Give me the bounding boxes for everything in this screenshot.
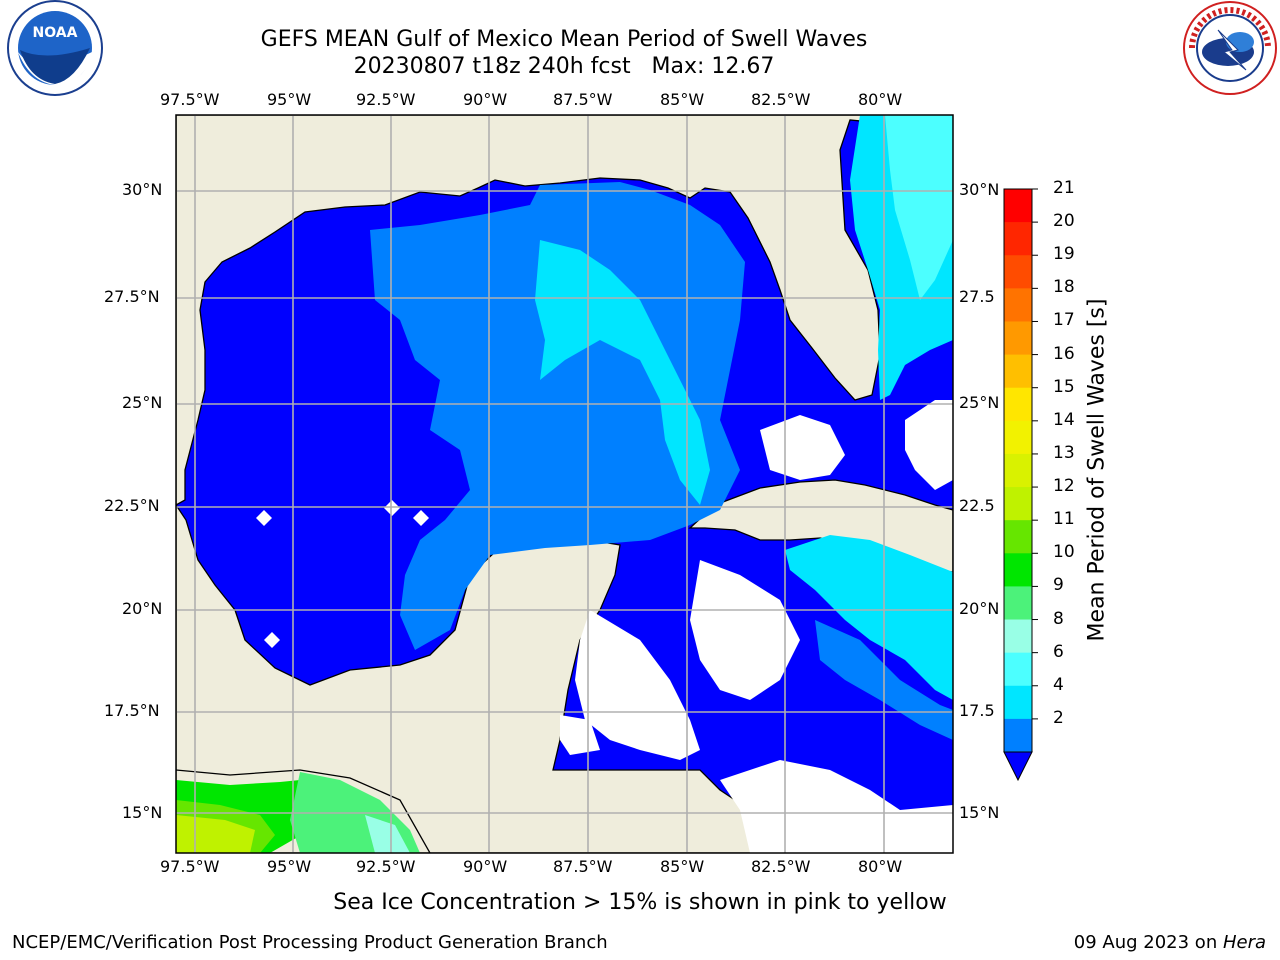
lat-label-right: 15°N [959,803,1000,822]
colorbar-swatch [1004,520,1032,554]
colorbar-tick-label: 8 [1053,608,1064,629]
land-us [176,115,953,506]
graticule [176,115,953,853]
lon-label-top: 82.5°W [751,90,811,109]
colorbar [1003,188,1038,782]
lat-label-right: 20°N [959,599,1000,618]
lat-label-left: 27.5°N [104,287,160,306]
map-subtitle: 20230807 t18z 240h fcst Max: 12.67 [353,54,775,79]
colorbar-tick-label: 12 [1053,476,1075,497]
lon-label-bottom: 87.5°W [553,857,613,876]
nws-logo [1183,1,1277,95]
lat-label-left: 22.5°N [104,496,160,515]
lon-label-top: 97.5°W [160,90,220,109]
lat-label-left: 25°N [122,393,163,412]
lat-label-right: 17.5 [959,701,995,720]
colorbar-swatch [1004,222,1032,256]
colorbar-tick-label: 11 [1053,509,1075,530]
swell-caribbean-4-6s [785,535,953,700]
colorbar-frame [1003,188,1033,753]
lat-label-right: 27.5 [959,287,995,306]
colorbar-tick-label: 18 [1053,277,1075,298]
lat-label-left: 15°N [122,803,163,822]
colorbar-swatch [1004,387,1032,422]
lat-label-left: 20°N [122,599,163,618]
lon-label-top: 92.5°W [356,90,416,109]
colorbar-extend-arrow [1003,751,1033,782]
map-title: GEFS MEAN Gulf of Mexico Mean Period of … [260,27,868,52]
sea-ice-note: Sea Ice Concentration > 15% is shown in … [333,890,947,915]
swell-atlantic-6-8s [885,115,953,300]
colorbar-swatch [1004,619,1032,654]
colorbar-tick-label: 15 [1053,376,1075,397]
colorbar-tick-label: 10 [1053,542,1075,563]
no-data-areas [256,400,953,853]
colorbar-swatch [1004,487,1032,521]
colorbar-tick-label: 14 [1053,409,1075,430]
lon-label-bottom: 80°W [858,857,903,876]
colorbar-swatch [1004,586,1032,621]
colorbar-tick-label: 20 [1053,211,1075,232]
lon-label-top: 90°W [463,90,508,109]
lon-label-top: 87.5°W [553,90,613,109]
colorbar-tick-label: 17 [1053,310,1075,331]
lon-label-top: 80°W [858,90,903,109]
colorbar-swatch [1004,321,1032,356]
colorbar-tick-label: 4 [1053,674,1064,695]
swell-pacific-8-9s [365,815,410,853]
noaa-logo: NOAA [7,0,103,96]
colorbar-swatch [1004,553,1032,587]
noaa-logo-text: NOAA [33,25,78,41]
colorbar-swatch [1004,354,1032,389]
lon-label-top: 85°W [660,90,705,109]
lat-label-left: 17.5°N [104,701,160,720]
colorbar-label: Mean Period of Swell Waves [s] [1084,298,1110,642]
footer-date-text: 09 Aug 2023 on [1073,932,1223,953]
map-frame [175,114,954,854]
lon-label-bottom: 92.5°W [356,857,416,876]
lat-label-right: 30°N [959,180,1000,199]
lon-label-bottom: 85°W [660,857,705,876]
lon-label-bottom: 97.5°W [160,857,220,876]
lat-label-right: 22.5 [959,496,995,515]
colorbar-swatch [1004,652,1032,687]
lon-label-top: 95°W [267,90,312,109]
swell-region-4-6s [535,240,710,505]
colorbar-swatch [1004,420,1032,455]
colorbar-swatch [1004,189,1032,223]
colorbar-tick-label: 21 [1053,178,1075,198]
colorbar-tick-label: 2 [1053,707,1064,728]
colorbar-tick-label: 13 [1053,442,1075,463]
map-panel [176,115,953,853]
colorbar-swatch [1004,288,1032,322]
lat-label-left: 30°N [122,180,163,199]
colorbar-tick-label: 16 [1053,343,1075,364]
colorbar-swatch [1004,718,1032,753]
colorbar-tick-label: 6 [1053,641,1064,662]
swell-region-2-4s [370,182,745,650]
lon-label-bottom: 82.5°W [751,857,811,876]
footer-credit: NCEP/EMC/Verification Post Processing Pr… [12,932,608,953]
footer-host: Hera [1222,932,1266,953]
lat-label-right: 25°N [959,393,1000,412]
lon-label-bottom: 95°W [267,857,312,876]
colorbar-swatch [1004,453,1032,488]
colorbar-swatch [1004,685,1032,720]
colorbar-tick-label: 19 [1053,244,1075,265]
colorbar-tick-label: 9 [1053,575,1064,596]
footer-date: 09 Aug 2023 on Hera [1074,932,1266,953]
lon-label-bottom: 90°W [463,857,508,876]
colorbar-swatch [1004,255,1032,289]
